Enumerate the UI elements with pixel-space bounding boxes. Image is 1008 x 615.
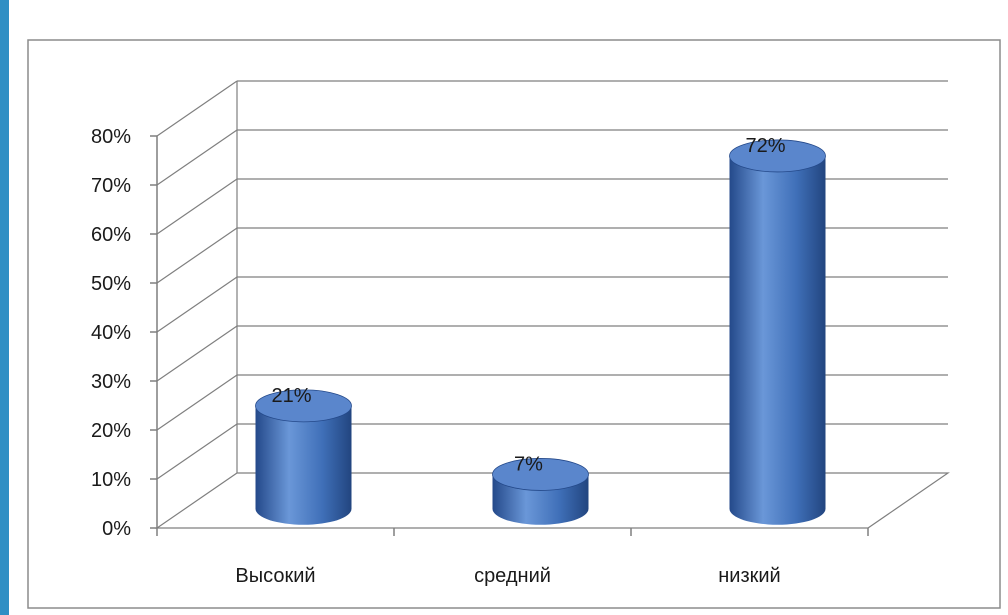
gridline-side — [156, 374, 238, 431]
gridline-side — [156, 276, 238, 333]
bar-top — [729, 139, 826, 173]
bar: 21% — [255, 385, 352, 525]
gridline-side — [156, 227, 238, 284]
y-tick-label: 50% — [91, 273, 131, 295]
bar-body — [729, 155, 826, 525]
y-tick-label: 30% — [91, 371, 131, 393]
gridline-side — [156, 178, 238, 235]
chart-frame — [27, 39, 1001, 609]
gridline-side — [156, 423, 238, 480]
y-tick-label: 60% — [91, 224, 131, 246]
bar-top — [255, 389, 352, 423]
x-tick-label: средний — [474, 565, 551, 587]
y-tick-label: 40% — [91, 322, 131, 344]
bar-body — [255, 405, 352, 525]
y-tick-label: 80% — [91, 126, 131, 148]
bar-top — [492, 458, 589, 491]
x-tick-label: низкий — [718, 565, 780, 587]
x-tick-label: Высокий — [235, 565, 315, 587]
x-axis: Высокий средний низкий — [156, 528, 869, 587]
gridline-side — [156, 129, 238, 186]
bar: 7% — [492, 453, 589, 525]
data-label: 72% — [745, 135, 785, 157]
bar: 72% — [729, 135, 826, 525]
left-accent-bar — [0, 0, 9, 615]
y-tick-label: 20% — [91, 420, 131, 442]
gridline-side — [156, 325, 238, 382]
data-label: 7% — [514, 453, 543, 475]
gridline-side — [156, 80, 238, 137]
y-tick-label: 0% — [102, 518, 131, 540]
y-axis: 0% 10% 20% 30% 40% 50% 60% 70% 80% — [91, 126, 158, 540]
y-tick-label: 10% — [91, 469, 131, 491]
bars: 21% 7% 72% — [255, 135, 826, 525]
data-label: 21% — [271, 385, 311, 407]
y-tick-label: 70% — [91, 175, 131, 197]
